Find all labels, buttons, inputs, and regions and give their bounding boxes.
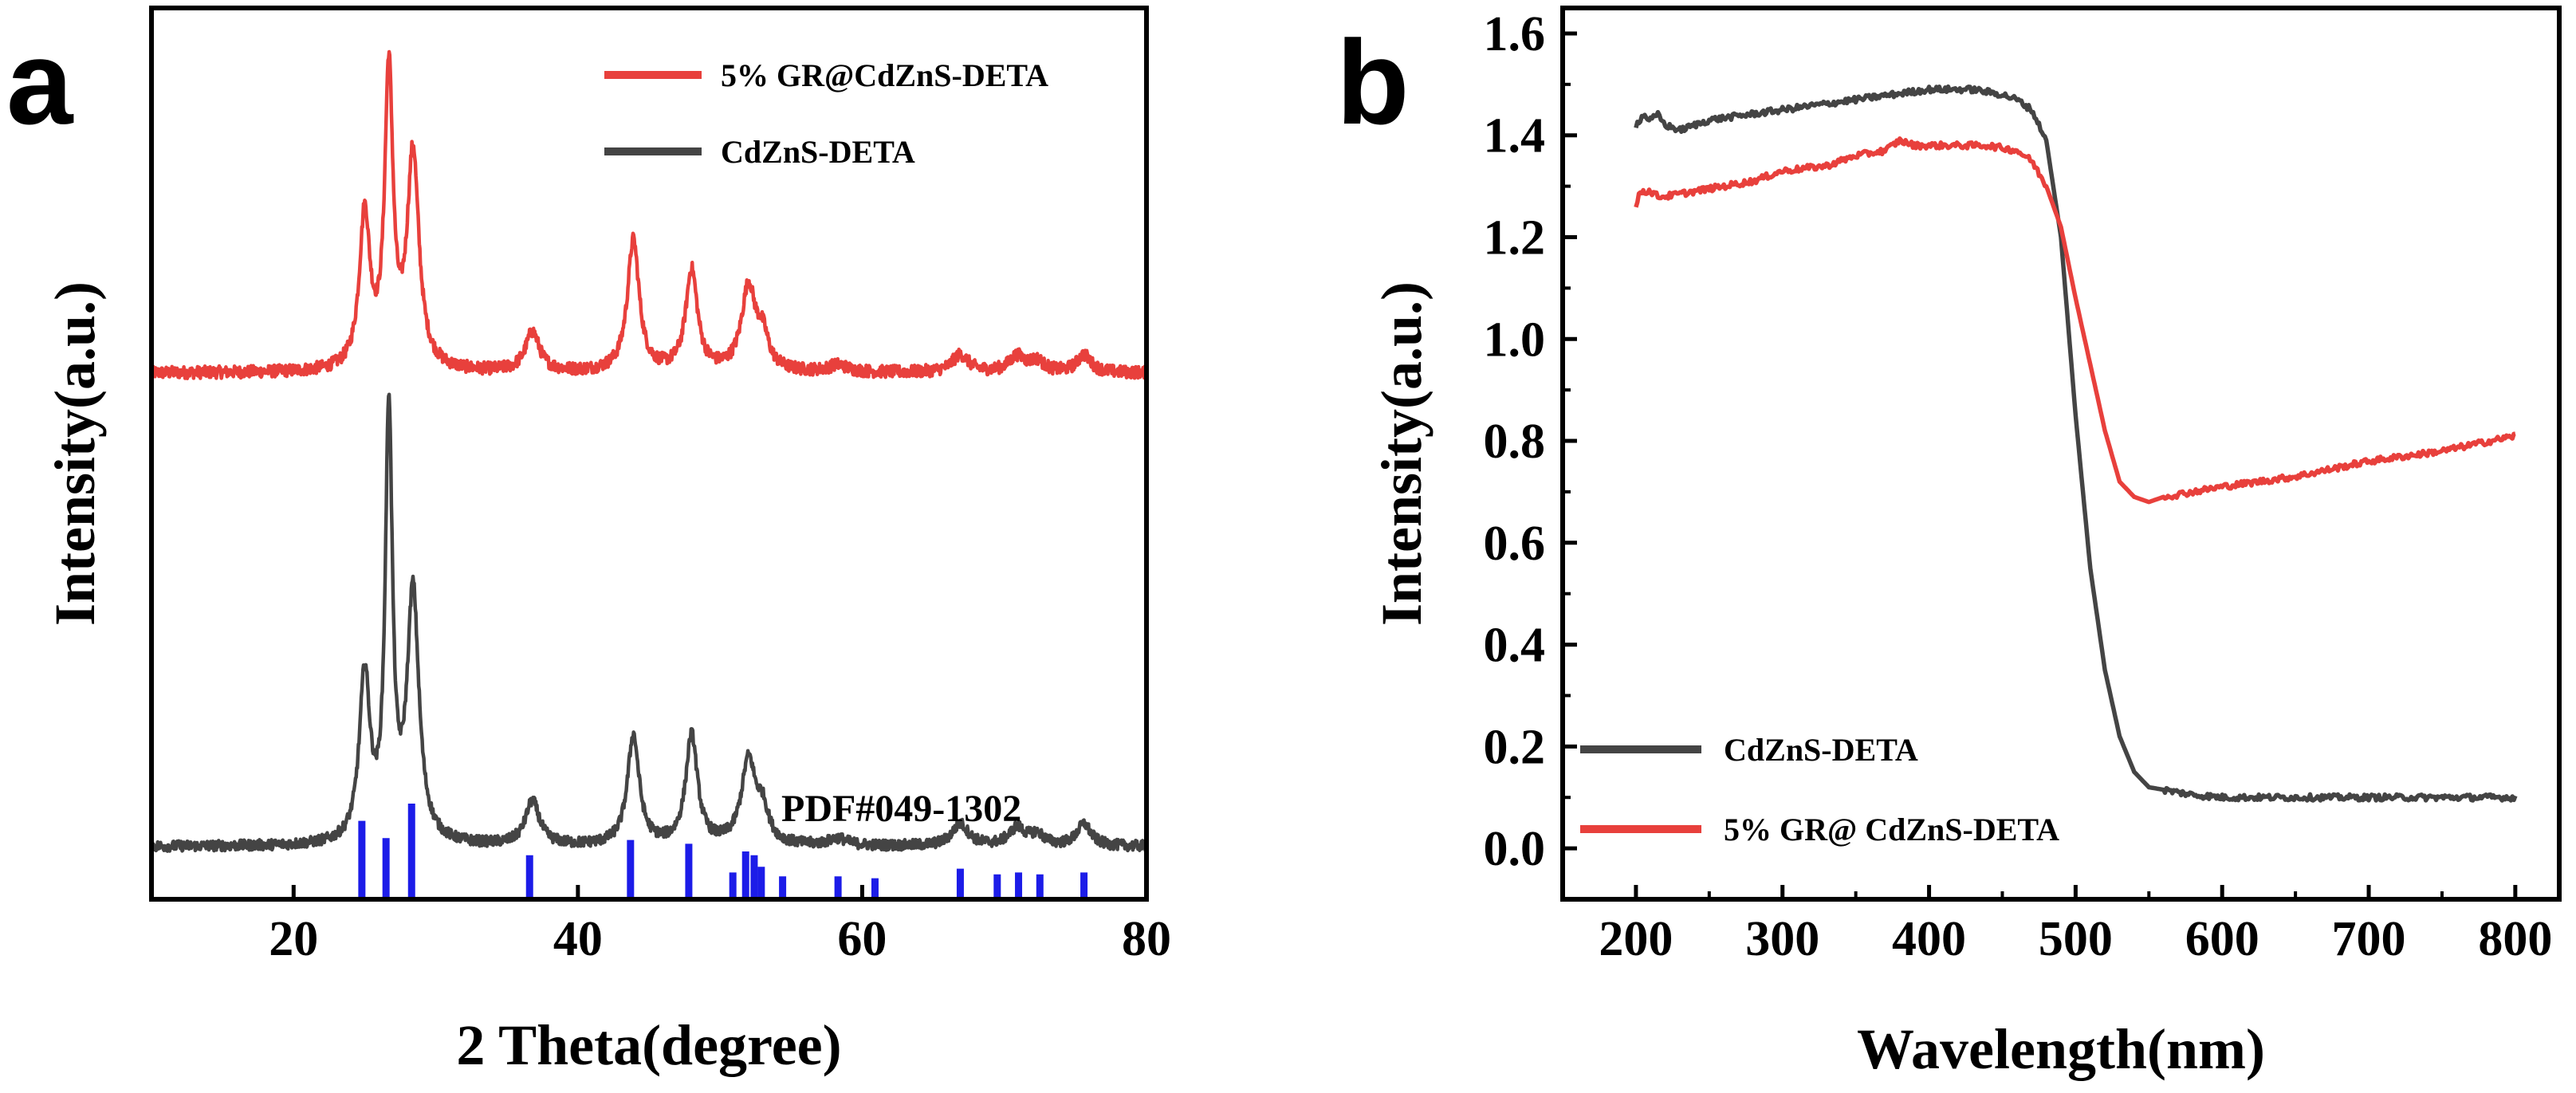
panel-a-reference-lines	[358, 804, 1088, 899]
panel-b-series-gray	[1634, 84, 2518, 803]
panel-a-x-tick-label: 60	[837, 912, 887, 966]
panel-b-y-tick-label: 1.4	[1484, 109, 1546, 163]
panel-b-y-ticks: 0.0 0.2 0.4 0.6 0.8 1.0 1.2 1.4 1.6	[1484, 7, 1577, 876]
panel-b-x-tick-label: 500	[2039, 912, 2113, 966]
panel-b-y-tick-label: 0.8	[1484, 415, 1546, 469]
panel-a-legend: 5% GR@CdZnS-DETA CdZnS-DETA	[604, 57, 1048, 170]
panel-a-frame	[149, 6, 1149, 902]
panel-b-x-tick-label: 300	[1745, 912, 1819, 966]
panel-b-legend-label-gray: CdZnS-DETA	[1724, 732, 1918, 768]
panel-a-series-gray	[149, 392, 1148, 853]
panel-b-y-tick-label: 1.0	[1484, 313, 1546, 367]
panel-a: a 20 40 60 80 2 Theta(degree) Intensity(a.u…	[6, 6, 1171, 1077]
panel-b-x-tick-label: 700	[2332, 912, 2406, 966]
panel-a-legend-label-red: 5% GR@CdZnS-DETA	[721, 57, 1048, 93]
panel-b-x-axis-title: Wavelength(nm)	[1857, 1017, 2265, 1081]
panel-a-series-red	[149, 49, 1148, 380]
panel-a-x-tick-label: 80	[1122, 912, 1171, 966]
panel-b-x-tick-label: 200	[1599, 912, 1673, 966]
panel-a-y-axis-title: Intensity(a.u.)	[43, 281, 107, 626]
panel-b-legend-label-red: 5% GR@ CdZnS-DETA	[1724, 812, 2059, 847]
panel-a-series-group	[149, 49, 1148, 853]
panel-b-y-tick-label: 0.4	[1484, 619, 1546, 673]
panel-a-x-tick-label: 20	[269, 912, 318, 966]
panel-b-y-tick-label: 0.6	[1484, 517, 1546, 571]
panel-b-x-tick-label: 600	[2185, 912, 2259, 966]
panel-a-letter: a	[6, 15, 74, 149]
panel-b: b 200 300 400 500 600 700 800 0.0 0.2 0.4 0.6 0.8 1…	[1336, 6, 2562, 1081]
panel-b-x-tick-label: 400	[1892, 912, 1966, 966]
panel-b-series-group	[1634, 84, 2518, 803]
panel-b-x-ticks: 200 300 400 500 600 700 800	[1599, 885, 2552, 966]
panel-b-frame	[1560, 6, 2562, 902]
panel-a-x-axis-title: 2 Theta(degree)	[456, 1013, 841, 1077]
panel-a-legend-label-gray: CdZnS-DETA	[721, 134, 915, 170]
panel-b-x-tick-label: 800	[2478, 912, 2552, 966]
panel-b-legend: CdZnS-DETA 5% GR@ CdZnS-DETA	[1580, 732, 2059, 847]
panel-b-y-tick-label: 0.0	[1484, 822, 1546, 876]
panel-b-y-tick-label: 1.2	[1484, 210, 1546, 265]
panel-b-y-tick-label: 0.2	[1484, 720, 1546, 774]
panel-b-series-red	[1634, 136, 2516, 505]
panel-a-x-tick-label: 40	[553, 912, 603, 966]
panel-b-y-tick-label: 1.6	[1484, 7, 1546, 61]
panel-a-x-ticks: 20 40 60 80	[269, 885, 1171, 966]
panel-b-y-axis-title: Intensity(a.u.)	[1370, 281, 1434, 626]
panel-b-letter: b	[1336, 15, 1410, 149]
panel-a-reference-label: PDF#049-1302	[781, 788, 1021, 830]
